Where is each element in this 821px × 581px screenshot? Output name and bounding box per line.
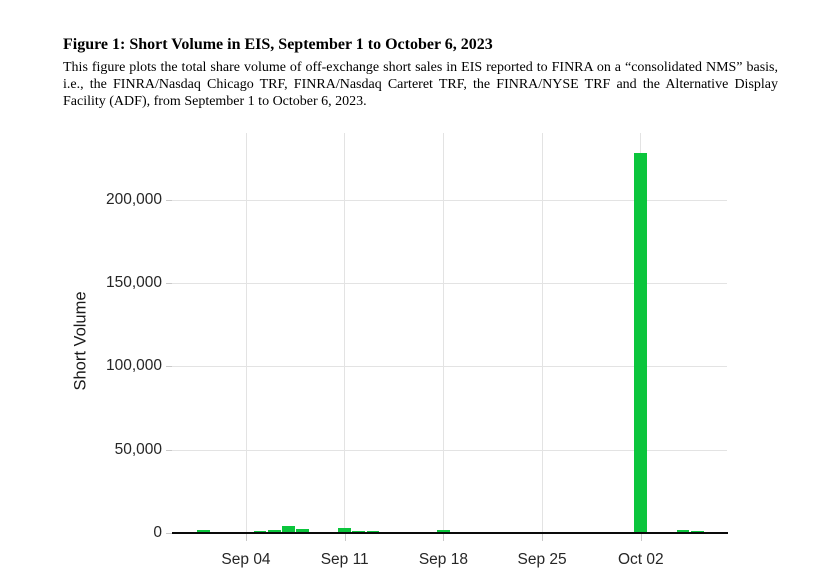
y-tick-label: 100,000: [105, 357, 162, 375]
y-tick-mark: [166, 199, 172, 201]
x-axis-line: [172, 532, 728, 534]
x-tick-mark: [344, 534, 346, 541]
gridline-vertical: [442, 133, 444, 533]
y-tick-mark: [166, 533, 172, 534]
gridline-horizontal: [172, 366, 727, 368]
x-tick-label: Sep 04: [221, 551, 271, 568]
gridline-vertical: [245, 133, 247, 533]
y-tick-mark: [166, 283, 172, 284]
x-tick-label: Sep 25: [517, 551, 567, 568]
y-tick-label: 0: [153, 524, 162, 541]
gridline-horizontal: [172, 199, 727, 201]
figure-title: Figure 1: Short Volume in EIS, September…: [63, 36, 493, 53]
x-tick-mark: [542, 534, 544, 541]
y-tick-mark: [166, 449, 172, 451]
y-tick-label: 50,000: [114, 440, 162, 458]
bar-sep-07: [281, 526, 295, 533]
bar-sep-18: [437, 530, 450, 533]
bar-oct-02: [634, 153, 648, 533]
gridline-horizontal: [172, 283, 727, 284]
y-tick-label: 150,000: [105, 274, 162, 291]
bar-sep-06: [267, 529, 281, 533]
gridline-horizontal: [172, 449, 727, 451]
y-tick-label: 200,000: [105, 190, 162, 208]
x-tick-label: Oct 02: [617, 551, 664, 568]
figure-description: This figure plots the total share volume…: [63, 60, 778, 109]
gridline-vertical: [541, 133, 543, 533]
bar-sep-12: [352, 530, 366, 533]
bar-oct-05: [676, 529, 690, 533]
bar-sep-11: [338, 528, 352, 533]
gridline-vertical: [344, 133, 346, 533]
x-tick-label: Sep 18: [418, 551, 468, 568]
bar-sep-05: [253, 530, 267, 533]
bar-sep-01: [197, 529, 211, 533]
y-axis-title: Short Volume: [71, 291, 90, 391]
bar-sep-08: [296, 528, 309, 533]
plot-panel: [172, 133, 727, 533]
x-tick-mark: [640, 534, 642, 541]
y-tick-mark: [166, 366, 172, 368]
x-tick-mark: [443, 534, 445, 541]
x-tick-label: Sep 11: [320, 551, 369, 568]
bar-oct-06: [690, 530, 704, 533]
x-tick-mark: [246, 534, 247, 541]
